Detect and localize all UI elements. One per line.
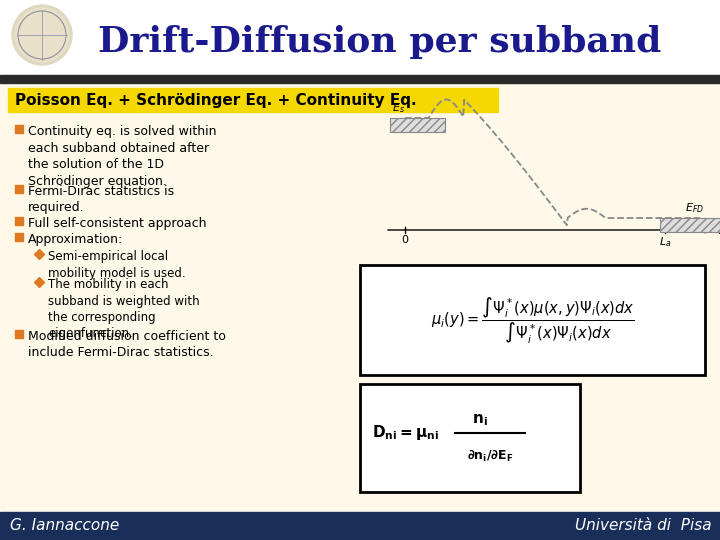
Text: $E_s$: $E_s$ [392,101,405,115]
Bar [0,512,720,540]
Circle shape [12,5,72,65]
Bar [660,218,720,232]
Text: $L_a$: $L_a$ [659,235,671,249]
Bar [15,233,23,241]
Text: $\mathbf{n_i}$: $\mathbf{n_i}$ [472,412,488,428]
Text: Approximation:: Approximation: [28,233,123,246]
Text: $\mu_i(y) = \dfrac{\int \Psi_i^*(x)\mu(x,y)\Psi_i(x)dx}{\int \Psi_i^*(x)\Psi_i(x: $\mu_i(y) = \dfrac{\int \Psi_i^*(x)\mu(x… [431,295,634,345]
Text: $\mathbf{\partial n_i / \partial E_F}$: $\mathbf{\partial n_i / \partial E_F}$ [467,448,513,463]
Bar [390,118,445,132]
Bar [15,185,23,193]
Bar [360,384,580,492]
Bar [15,217,23,225]
Circle shape [15,8,69,62]
Text: $\mathbf{D_{ni} = \mu_{ni}}$: $\mathbf{D_{ni} = \mu_{ni}}$ [372,423,439,442]
Text: Poisson Eq. + Schrödinger Eq. + Continuity Eq.: Poisson Eq. + Schrödinger Eq. + Continui… [15,92,417,107]
Text: Full self-consistent approach: Full self-consistent approach [28,217,207,230]
Text: The mobility in each
subband is weighted with
the corresponding
eigenfunction.: The mobility in each subband is weighted… [48,278,199,341]
Text: $E_{FD}$: $E_{FD}$ [685,201,705,215]
Bar [0,75,720,83]
Text: Fermi-Dirac statistics is
required.: Fermi-Dirac statistics is required. [28,185,174,214]
Bar [360,265,705,375]
Text: Drift-Diffusion per subband: Drift-Diffusion per subband [99,25,662,59]
Text: Continuity eq. is solved within
each subband obtained after
the solution of the : Continuity eq. is solved within each sub… [28,125,217,187]
Text: G. Iannaccone: G. Iannaccone [10,518,120,534]
Bar [8,88,498,112]
Text: x: x [718,224,720,237]
Text: Università di  Pisa: Università di Pisa [575,518,712,534]
Bar [15,330,23,338]
Text: Modified diffusion coefficient to
include Fermi-Dirac statistics.: Modified diffusion coefficient to includ… [28,330,226,360]
Bar [0,83,720,512]
Text: Semi-empirical local
mobility model is used.: Semi-empirical local mobility model is u… [48,250,186,280]
Text: 0: 0 [402,235,408,245]
Bar [0,0,720,75]
Bar [15,125,23,133]
